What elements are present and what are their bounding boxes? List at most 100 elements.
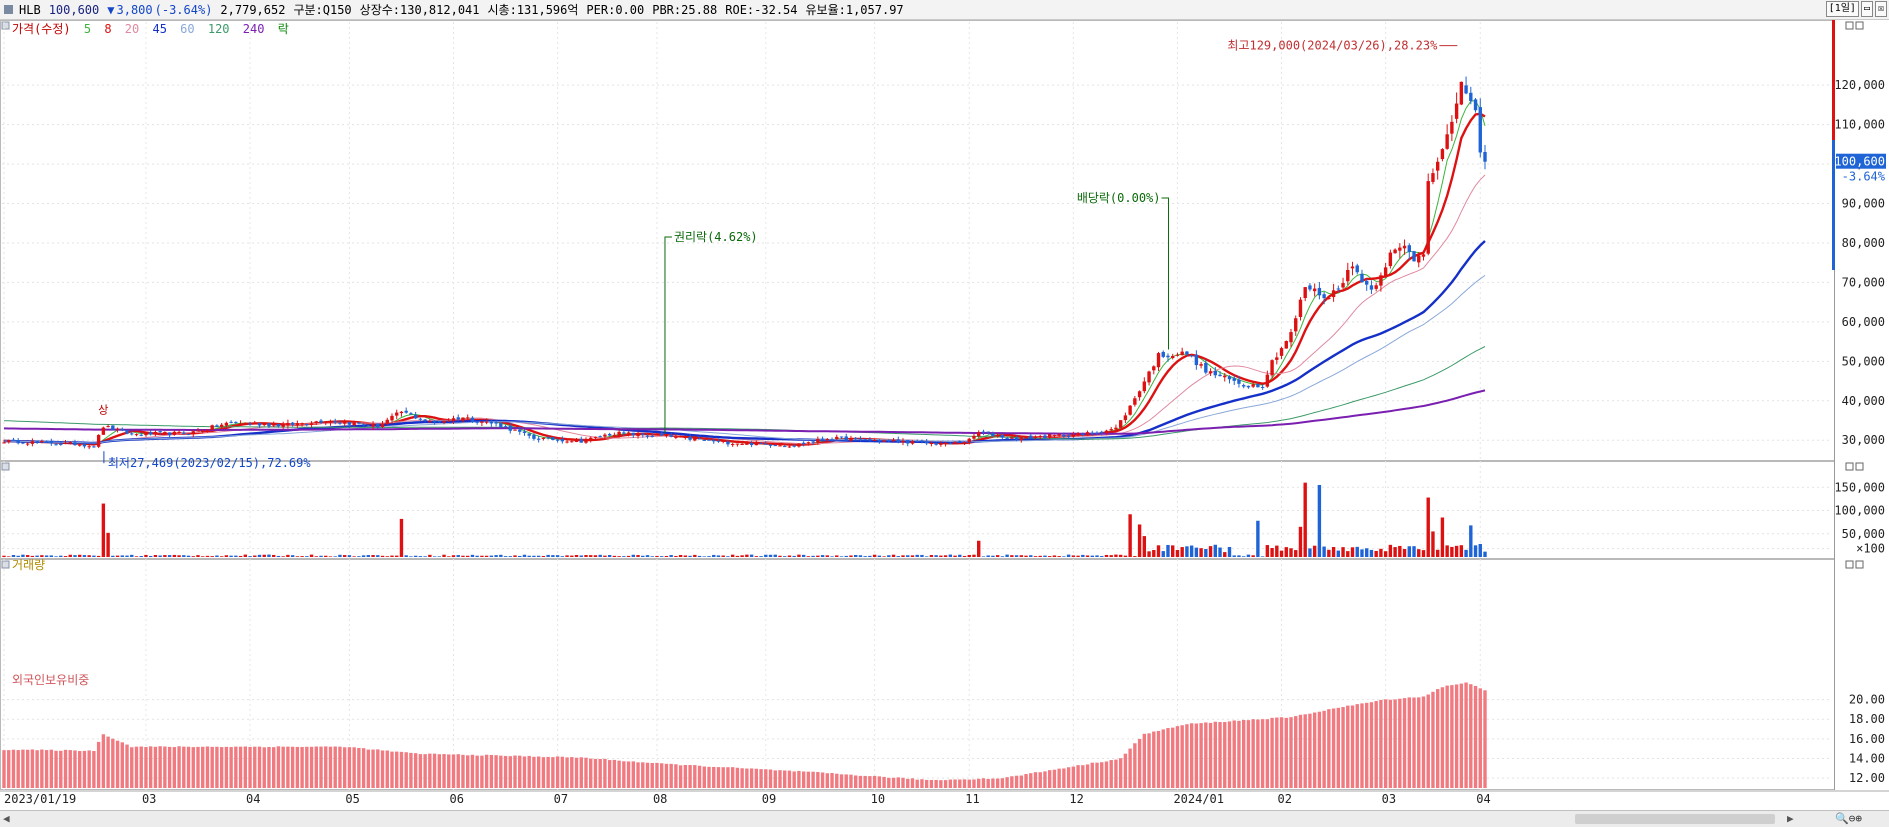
foreign-ratio-bar bbox=[901, 777, 905, 788]
volume-bar bbox=[910, 555, 915, 557]
volume-pane bbox=[0, 461, 1835, 559]
candle-body bbox=[972, 435, 976, 439]
candle-body bbox=[555, 439, 560, 441]
volume-pane-max-icon bbox=[1845, 462, 1854, 471]
candle-body bbox=[1317, 287, 1322, 296]
volume-bar bbox=[82, 555, 87, 557]
foreign-ratio-bar bbox=[1450, 685, 1454, 788]
candle-body bbox=[830, 439, 834, 441]
candle-body bbox=[248, 423, 252, 425]
candle-body bbox=[461, 417, 465, 421]
candle-body bbox=[546, 437, 550, 439]
volume-bar bbox=[380, 555, 385, 557]
scroll-right-button[interactable]: ▶ bbox=[1787, 812, 1794, 825]
volume-bar bbox=[182, 555, 186, 557]
foreign-ratio-bar bbox=[1052, 769, 1057, 788]
volume-bar bbox=[626, 555, 631, 557]
foreign-ratio-bar bbox=[1066, 767, 1071, 788]
candle-body bbox=[659, 434, 664, 436]
scroll-bar[interactable]: ◀ ▶ 🔍⊖⊕ bbox=[0, 810, 1889, 827]
minimize-button[interactable]: ▭ bbox=[1860, 1, 1873, 17]
candle-body bbox=[1118, 420, 1123, 428]
foreign-ratio-bar bbox=[418, 754, 423, 788]
foreign-ratio-bar bbox=[697, 765, 702, 788]
candle-body bbox=[641, 433, 645, 435]
volume-bar bbox=[1000, 556, 1005, 557]
candle-body bbox=[163, 431, 167, 433]
period-button[interactable]: [1일] bbox=[1825, 1, 1859, 17]
foreign-ratio-bar bbox=[16, 750, 20, 788]
candle-body bbox=[172, 431, 177, 435]
volume-bar bbox=[333, 556, 337, 557]
close-button[interactable]: ☒ bbox=[1874, 1, 1887, 17]
x-tick-label: 11 bbox=[965, 792, 979, 806]
volume-bar bbox=[650, 556, 654, 557]
volume-bar bbox=[659, 556, 664, 557]
volume-bar bbox=[830, 556, 834, 557]
foreign-ratio-bar bbox=[1204, 722, 1208, 788]
foreign-ratio-bar bbox=[1014, 775, 1019, 788]
foreign-ratio-bar bbox=[300, 746, 304, 788]
foreign-ratio-bar bbox=[1478, 688, 1482, 788]
candle-body bbox=[745, 442, 749, 445]
volume-bar bbox=[797, 554, 801, 557]
scroll-thumb[interactable] bbox=[1575, 814, 1775, 824]
dividend-leader-line bbox=[1161, 197, 1170, 350]
menu-icon[interactable] bbox=[4, 5, 13, 14]
volume-bar bbox=[981, 556, 986, 557]
volume-bar bbox=[872, 554, 877, 557]
x-tick-label: 08 bbox=[653, 792, 667, 806]
volume-bar bbox=[324, 555, 328, 557]
candle-body bbox=[1137, 391, 1142, 398]
candle-body bbox=[300, 423, 304, 425]
foreign-ratio-bar bbox=[461, 754, 465, 788]
candle-body bbox=[442, 420, 446, 423]
foreign-ratio-bar bbox=[1076, 765, 1080, 788]
foreign-ratio-bar bbox=[934, 779, 938, 788]
volume-bar bbox=[612, 555, 617, 557]
volume-bar bbox=[844, 555, 848, 557]
foreign-ratio-bar bbox=[887, 777, 891, 788]
candle-body bbox=[1294, 318, 1298, 332]
candle-body bbox=[1000, 434, 1005, 438]
volume-bar bbox=[702, 556, 706, 557]
foreign-ratio-bar bbox=[470, 754, 475, 788]
chart-header: HLB 100,600 ▼ 3,800 (-3.64%) 2,779,652 구… bbox=[0, 0, 1889, 20]
foreign-ratio-bar bbox=[645, 762, 650, 788]
foreign-ratio-bar bbox=[484, 754, 489, 788]
candle-body bbox=[1057, 434, 1061, 436]
candle-body bbox=[437, 420, 442, 422]
candle-body bbox=[106, 426, 110, 428]
scroll-left-button[interactable]: ◀ bbox=[3, 812, 10, 825]
volume-bar bbox=[579, 555, 583, 557]
volume-bar bbox=[1246, 554, 1251, 557]
foreign-ratio-bar bbox=[1260, 719, 1265, 788]
foreign-ratio-bar bbox=[669, 763, 673, 788]
volume-bar bbox=[253, 555, 257, 557]
foreign-ratio-bar bbox=[546, 756, 550, 788]
limit-up-marker: 상 bbox=[98, 403, 108, 416]
foreign-ratio-bar bbox=[906, 778, 910, 788]
foreign-ratio-bar bbox=[844, 774, 848, 788]
candle-body bbox=[749, 442, 754, 446]
foreign-ratio-bar bbox=[792, 771, 796, 788]
stock-chart[interactable]: 30,000 40,000 50,000 60,000 70,000 80,000 90,0… bbox=[0, 20, 1889, 810]
candle-body bbox=[290, 422, 295, 425]
volume-bar bbox=[735, 555, 740, 557]
foreign-ratio-bar bbox=[565, 757, 569, 788]
candle-body bbox=[361, 424, 366, 426]
volume-bar bbox=[1223, 552, 1227, 557]
volume-bar bbox=[475, 555, 479, 557]
candle-body bbox=[986, 431, 990, 433]
foreign-ratio-bar bbox=[1071, 766, 1076, 788]
candle-body bbox=[915, 441, 919, 443]
volume-bar bbox=[693, 554, 697, 557]
volume-bar bbox=[16, 555, 20, 557]
foreign-ratio-bar bbox=[551, 757, 555, 788]
volume-bar bbox=[1066, 554, 1071, 557]
zoom-tools-icon[interactable]: 🔍⊖⊕ bbox=[1835, 812, 1862, 825]
foreign-ratio-bar bbox=[1057, 768, 1061, 788]
volume-bar bbox=[205, 555, 210, 557]
volume-bar bbox=[1275, 545, 1279, 557]
foreign-ratio-bar bbox=[1161, 729, 1165, 788]
